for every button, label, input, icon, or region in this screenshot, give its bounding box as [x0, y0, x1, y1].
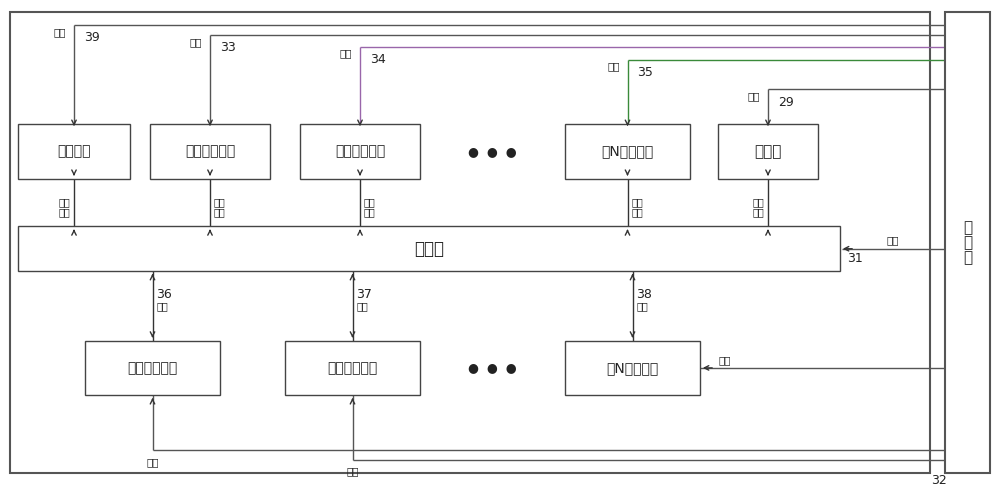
Bar [18, 124, 130, 179]
Text: 控制: 控制 [752, 198, 764, 207]
Text: 处理器: 处理器 [414, 240, 444, 258]
Text: 信号: 信号 [58, 207, 70, 218]
Text: 36: 36 [156, 288, 172, 302]
Text: 供电: 供电 [190, 37, 202, 47]
Text: 信号: 信号 [364, 207, 376, 218]
Text: 信号: 信号 [752, 207, 764, 218]
Text: 29: 29 [778, 96, 794, 109]
Text: 供电: 供电 [719, 355, 731, 365]
Text: 第N轴流风机: 第N轴流风机 [601, 144, 654, 159]
Bar [565, 341, 700, 395]
Text: 报警: 报警 [58, 198, 70, 207]
Text: 33: 33 [220, 41, 236, 54]
Text: 控制: 控制 [632, 198, 643, 207]
Text: 信号: 信号 [632, 207, 643, 218]
Text: 供电: 供电 [748, 91, 760, 102]
Text: 源: 源 [963, 250, 972, 264]
Bar [945, 12, 990, 473]
Text: 38: 38 [637, 288, 652, 302]
Bar [85, 341, 220, 395]
Text: 控制: 控制 [364, 198, 376, 207]
Text: 供电: 供电 [340, 49, 352, 59]
Text: 第N测温装置: 第N测温装置 [606, 361, 659, 375]
Text: 第二测温装置: 第二测温装置 [327, 361, 378, 375]
Text: 31: 31 [847, 252, 863, 265]
Bar [150, 124, 270, 179]
Text: 32: 32 [931, 474, 947, 487]
Text: 报警装置: 报警装置 [57, 144, 91, 159]
Bar [285, 341, 420, 395]
Text: 第一轴流风机: 第一轴流风机 [185, 144, 235, 159]
Text: 第一测温装置: 第一测温装置 [127, 361, 178, 375]
Text: 通讯: 通讯 [156, 301, 168, 311]
Text: 供电: 供电 [607, 61, 620, 72]
Bar [565, 124, 690, 179]
Text: 34: 34 [370, 53, 386, 66]
Text: 供电: 供电 [886, 235, 899, 245]
Text: 供电: 供电 [146, 457, 159, 467]
Text: 供电: 供电 [54, 27, 66, 37]
Text: 总: 总 [963, 220, 972, 235]
Text: 制冷机: 制冷机 [754, 144, 782, 159]
Text: 35: 35 [638, 66, 653, 79]
Text: ●  ●  ●: ● ● ● [468, 362, 517, 374]
Text: 控制: 控制 [214, 198, 226, 207]
Text: 通讯: 通讯 [356, 301, 368, 311]
Text: ●  ●  ●: ● ● ● [468, 145, 517, 158]
Bar [18, 226, 840, 271]
Bar [300, 124, 420, 179]
Text: 通讯: 通讯 [637, 301, 648, 311]
Text: 37: 37 [356, 288, 372, 302]
Text: 供电: 供电 [346, 467, 359, 477]
Text: 信号: 信号 [214, 207, 226, 218]
Text: 电: 电 [963, 235, 972, 250]
Text: 39: 39 [84, 31, 100, 44]
Bar [718, 124, 818, 179]
Text: 第二轴流风机: 第二轴流风机 [335, 144, 385, 159]
